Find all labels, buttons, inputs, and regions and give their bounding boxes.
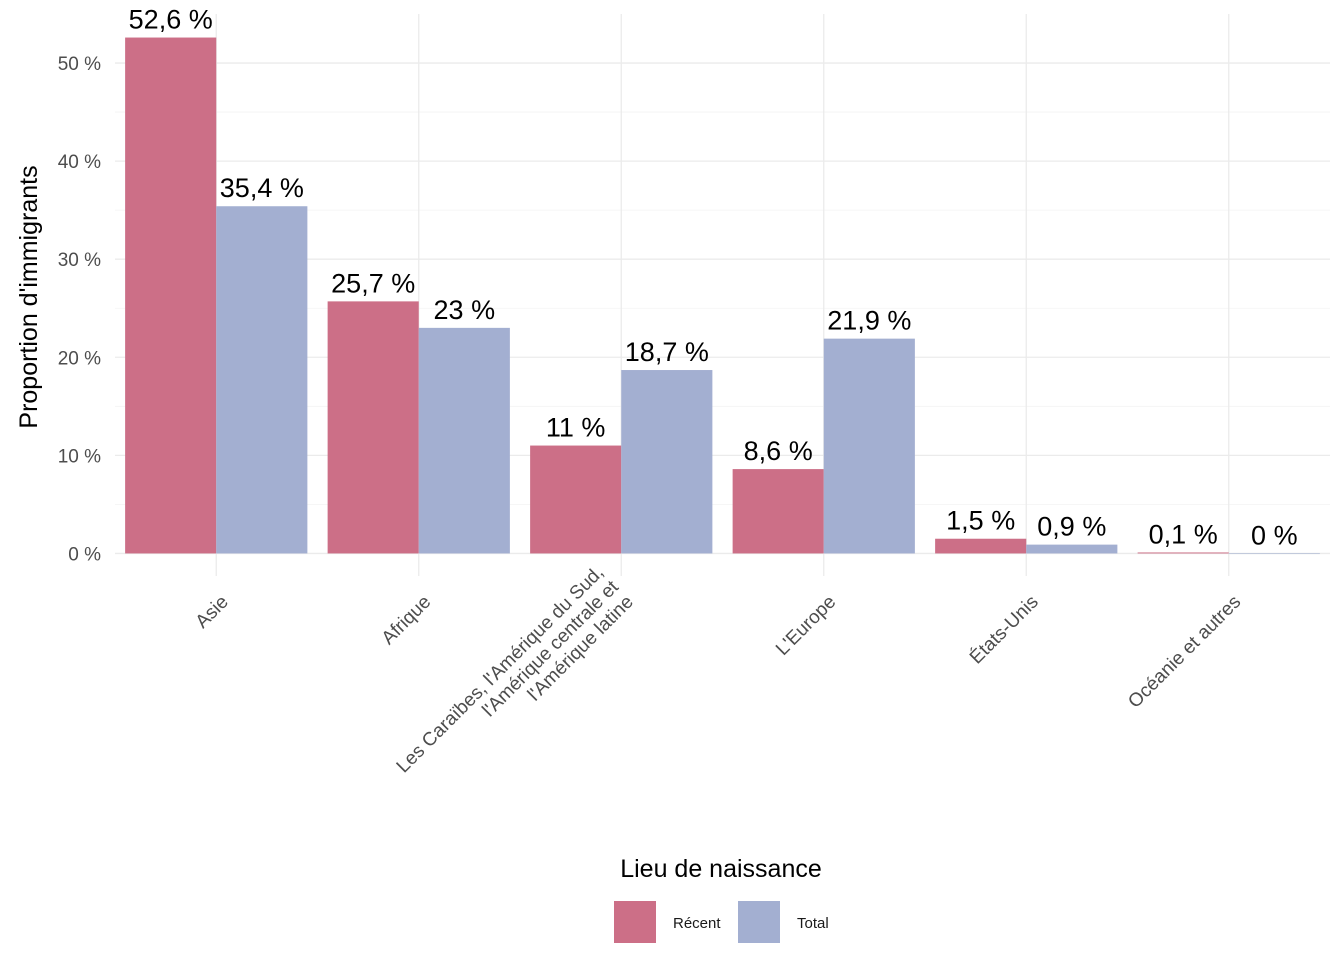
x-tick-label: Océanie et autres <box>1124 592 1245 713</box>
x-tick-label: États-Unis <box>966 592 1043 669</box>
y-axis-title: Proportion d'immigrants <box>15 165 43 428</box>
data-label: 11 % <box>546 413 606 443</box>
bar-recent <box>327 301 419 554</box>
x-tick-label-line: Océanie et autres <box>1124 592 1245 713</box>
x-tick-label: Les Caraïbes, l'Amérique du Sud,l'Amériq… <box>393 562 638 777</box>
x-tick-label: Asie <box>192 592 233 633</box>
y-tick-label: 0 % <box>68 544 101 565</box>
y-tick-label: 30 % <box>58 250 101 271</box>
data-label: 18,7 % <box>625 337 709 367</box>
data-label: 23 % <box>434 295 496 325</box>
bar-recent <box>732 469 824 554</box>
x-tick-label: Afrique <box>378 592 435 649</box>
data-label: 52,6 % <box>129 5 213 35</box>
bar-recent <box>125 37 217 554</box>
legend-label: Total <box>797 915 829 932</box>
bar-total <box>1228 553 1320 555</box>
data-label: 25,7 % <box>331 268 415 298</box>
data-label: 21,9 % <box>827 306 911 336</box>
legend-key <box>614 901 656 943</box>
data-label: 35,4 % <box>220 173 304 203</box>
bar-recent <box>1137 552 1229 554</box>
y-tick-label: 50 % <box>58 54 101 75</box>
data-labels: 52,6 % 25,7 % 11 % 8,6 % 1,5 % 0,1 % 35,4 % 23 … <box>129 5 1298 551</box>
data-label: 8,6 % <box>744 436 813 466</box>
bar-total <box>621 370 713 554</box>
bar-total <box>418 327 510 554</box>
y-axis-ticks: 0 % 10 % 20 % 30 % 40 % 50 % <box>58 54 101 565</box>
data-label: 0,9 % <box>1037 512 1106 542</box>
x-tick-label-line: États-Unis <box>966 592 1043 669</box>
bar-recent <box>935 538 1027 554</box>
x-tick-label: L'Europe <box>772 592 840 660</box>
bar-total <box>823 338 915 554</box>
x-tick-label-line: Afrique <box>378 592 435 649</box>
bar-recent <box>530 445 622 554</box>
data-label: 0,1 % <box>1149 519 1218 549</box>
legend: Récent Total <box>614 901 829 943</box>
y-tick-label: 40 % <box>58 152 101 173</box>
legend-key <box>738 901 780 943</box>
x-tick-label-line: l'Amérique centrale et <box>479 576 624 721</box>
data-label: 0 % <box>1251 520 1298 550</box>
data-label: 1,5 % <box>946 506 1015 536</box>
y-tick-label: 20 % <box>58 348 101 369</box>
bar-total <box>1026 544 1118 554</box>
bar-total <box>216 206 308 554</box>
x-tick-label-line: L'Europe <box>772 592 840 660</box>
bars <box>125 37 1320 555</box>
y-tick-label: 10 % <box>58 446 101 467</box>
x-tick-label-line: Asie <box>192 592 233 633</box>
legend-label: Récent <box>673 915 721 932</box>
x-tick-label-line: Les Caraïbes, l'Amérique du Sud, <box>393 562 608 777</box>
x-axis-title: Lieu de naissance <box>620 855 822 883</box>
